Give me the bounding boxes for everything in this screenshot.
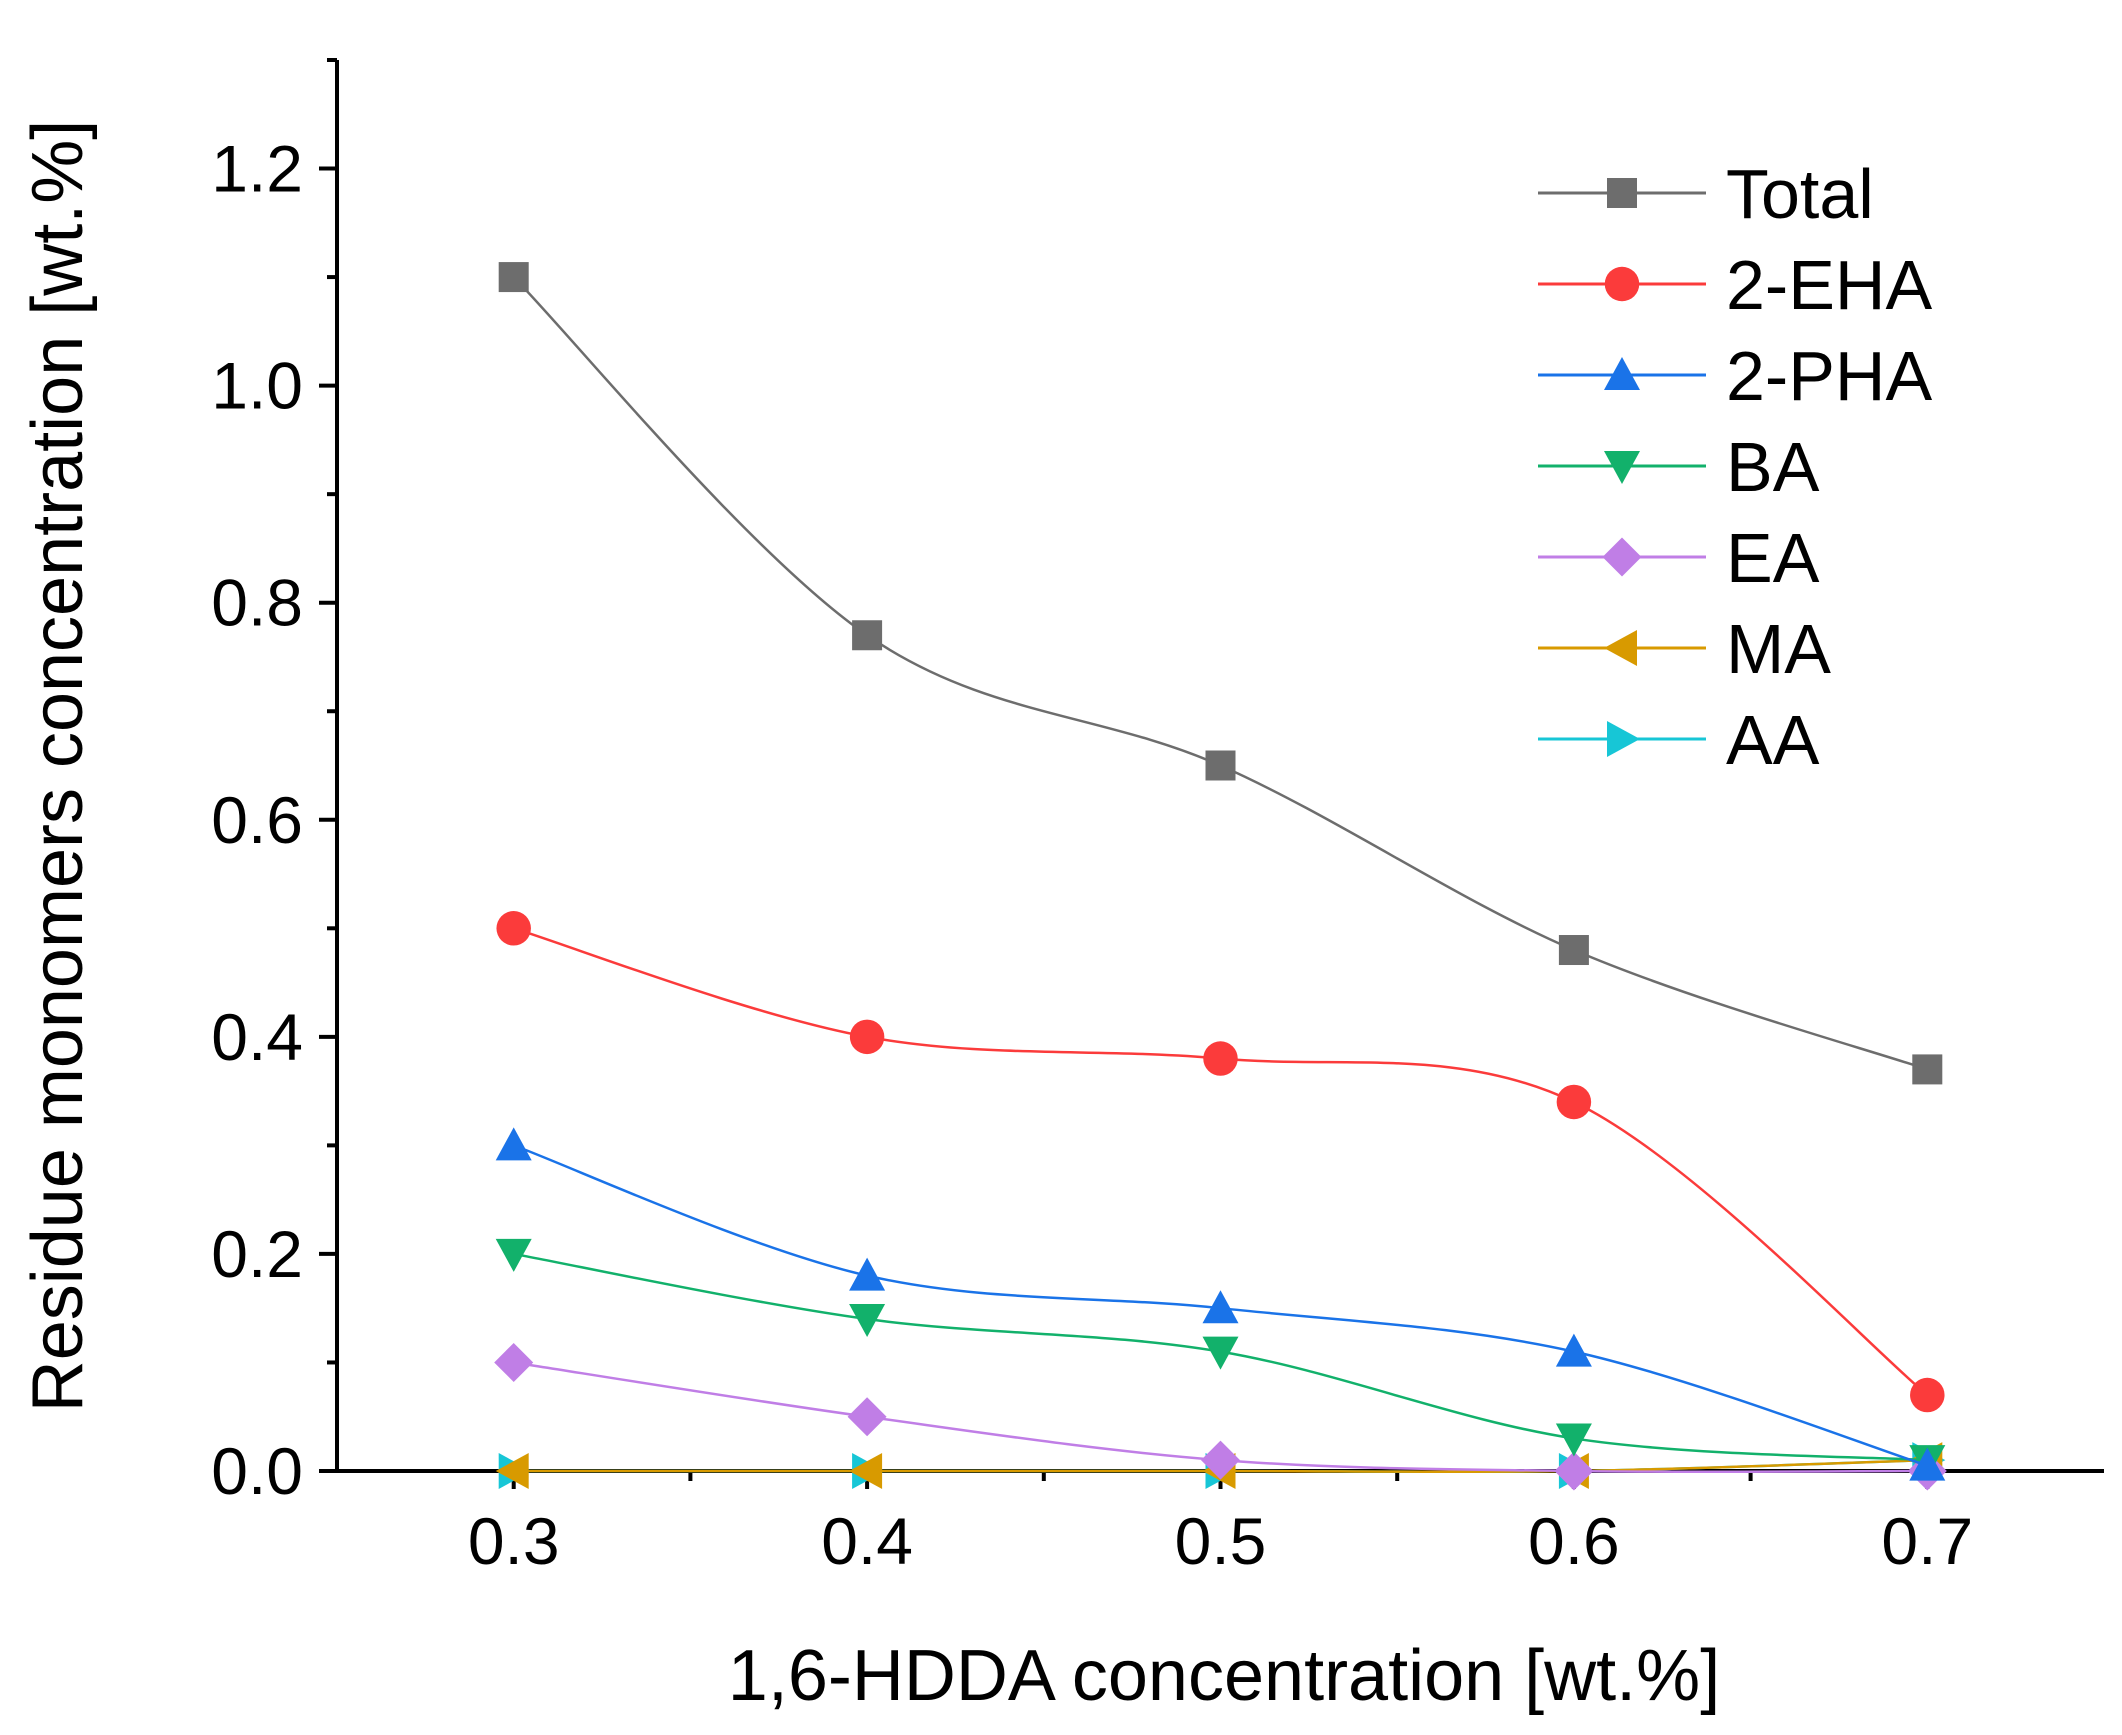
series-2-pha	[495, 1127, 1946, 1481]
data-point	[1555, 1333, 1592, 1367]
data-point	[496, 911, 531, 946]
data-point	[849, 1019, 885, 1055]
legend-item: BA	[1538, 428, 1820, 506]
series-2-eha	[496, 911, 1945, 1413]
legend-label: AA	[1726, 701, 1820, 779]
data-point	[1202, 1290, 1239, 1324]
data-point	[498, 262, 529, 293]
legend-label: Total	[1726, 155, 1874, 233]
data-point	[495, 1127, 532, 1161]
y-tick-label: 1.2	[211, 132, 303, 206]
data-point	[849, 1304, 886, 1338]
data-point	[1201, 1440, 1240, 1480]
series-total	[498, 262, 1943, 1085]
x-tick-label: 0.6	[1528, 1504, 1620, 1578]
legend-item: 2-EHA	[1538, 246, 1932, 324]
legend-item: MA	[1538, 610, 1831, 688]
data-point	[1558, 935, 1589, 966]
legend-item: EA	[1538, 519, 1820, 597]
data-point	[494, 1342, 534, 1382]
y-axis-title: Residue monomers concentration [wt.%]	[18, 120, 98, 1413]
data-point	[1909, 1447, 1946, 1481]
series-line	[513, 927, 1929, 1396]
data-point	[495, 1453, 529, 1489]
data-point	[1202, 1336, 1239, 1370]
legend-marker	[1604, 266, 1640, 302]
legend-item: AA	[1538, 701, 1820, 779]
series-line	[512, 276, 1928, 1071]
y-tick-label: 0.2	[211, 1217, 303, 1291]
legend-marker	[1607, 178, 1637, 208]
x-tick-label: 0.5	[1175, 1504, 1267, 1578]
series-ea	[494, 1342, 1947, 1491]
data-point	[849, 1257, 886, 1291]
data-point	[1554, 1451, 1594, 1491]
y-tick-label: 1.0	[211, 349, 303, 423]
x-tick-label: 0.7	[1881, 1504, 1973, 1578]
legend-item: 2-PHA	[1538, 337, 1932, 415]
data-point	[1556, 1084, 1592, 1120]
x-tick-label: 0.3	[468, 1504, 560, 1578]
legend-marker	[1607, 721, 1640, 757]
y-tick-label: 0.0	[211, 1434, 303, 1508]
legend-label: EA	[1726, 519, 1820, 597]
y-tick-label: 0.4	[211, 1000, 303, 1074]
data-point	[1555, 1423, 1592, 1457]
legend-item: Total	[1538, 155, 1874, 233]
data-point	[1203, 1041, 1238, 1076]
series-layer	[494, 262, 1947, 1491]
y-tick-label: 0.6	[211, 783, 303, 857]
legend-marker	[1604, 451, 1640, 484]
legend-label: BA	[1726, 428, 1820, 506]
legend: Total 2-EHA 2-PHA BA EA MA AA	[1538, 155, 1932, 779]
data-point	[1205, 750, 1236, 781]
legend-label: 2-EHA	[1726, 246, 1932, 324]
data-point	[495, 1238, 532, 1272]
legend-marker	[1604, 357, 1640, 390]
axes: 0.0 0.2 0.4 0.6 0.8 1.0 1.2 0.3 0.4 0.5 0.6 0.7	[211, 58, 2104, 1578]
x-axis-title: 1,6-HDDA concentration [wt.%]	[728, 1636, 1720, 1716]
data-point	[1910, 1377, 1945, 1413]
data-point	[852, 620, 883, 651]
legend-label: 2-PHA	[1726, 337, 1932, 415]
y-tick-label: 0.8	[211, 566, 303, 640]
legend-marker	[1604, 630, 1637, 666]
legend-marker	[1602, 537, 1642, 577]
x-tick-label: 0.4	[821, 1504, 913, 1578]
data-point	[849, 1453, 883, 1489]
data-point	[1912, 1054, 1943, 1085]
legend-label: MA	[1726, 610, 1831, 688]
data-point	[847, 1397, 887, 1437]
